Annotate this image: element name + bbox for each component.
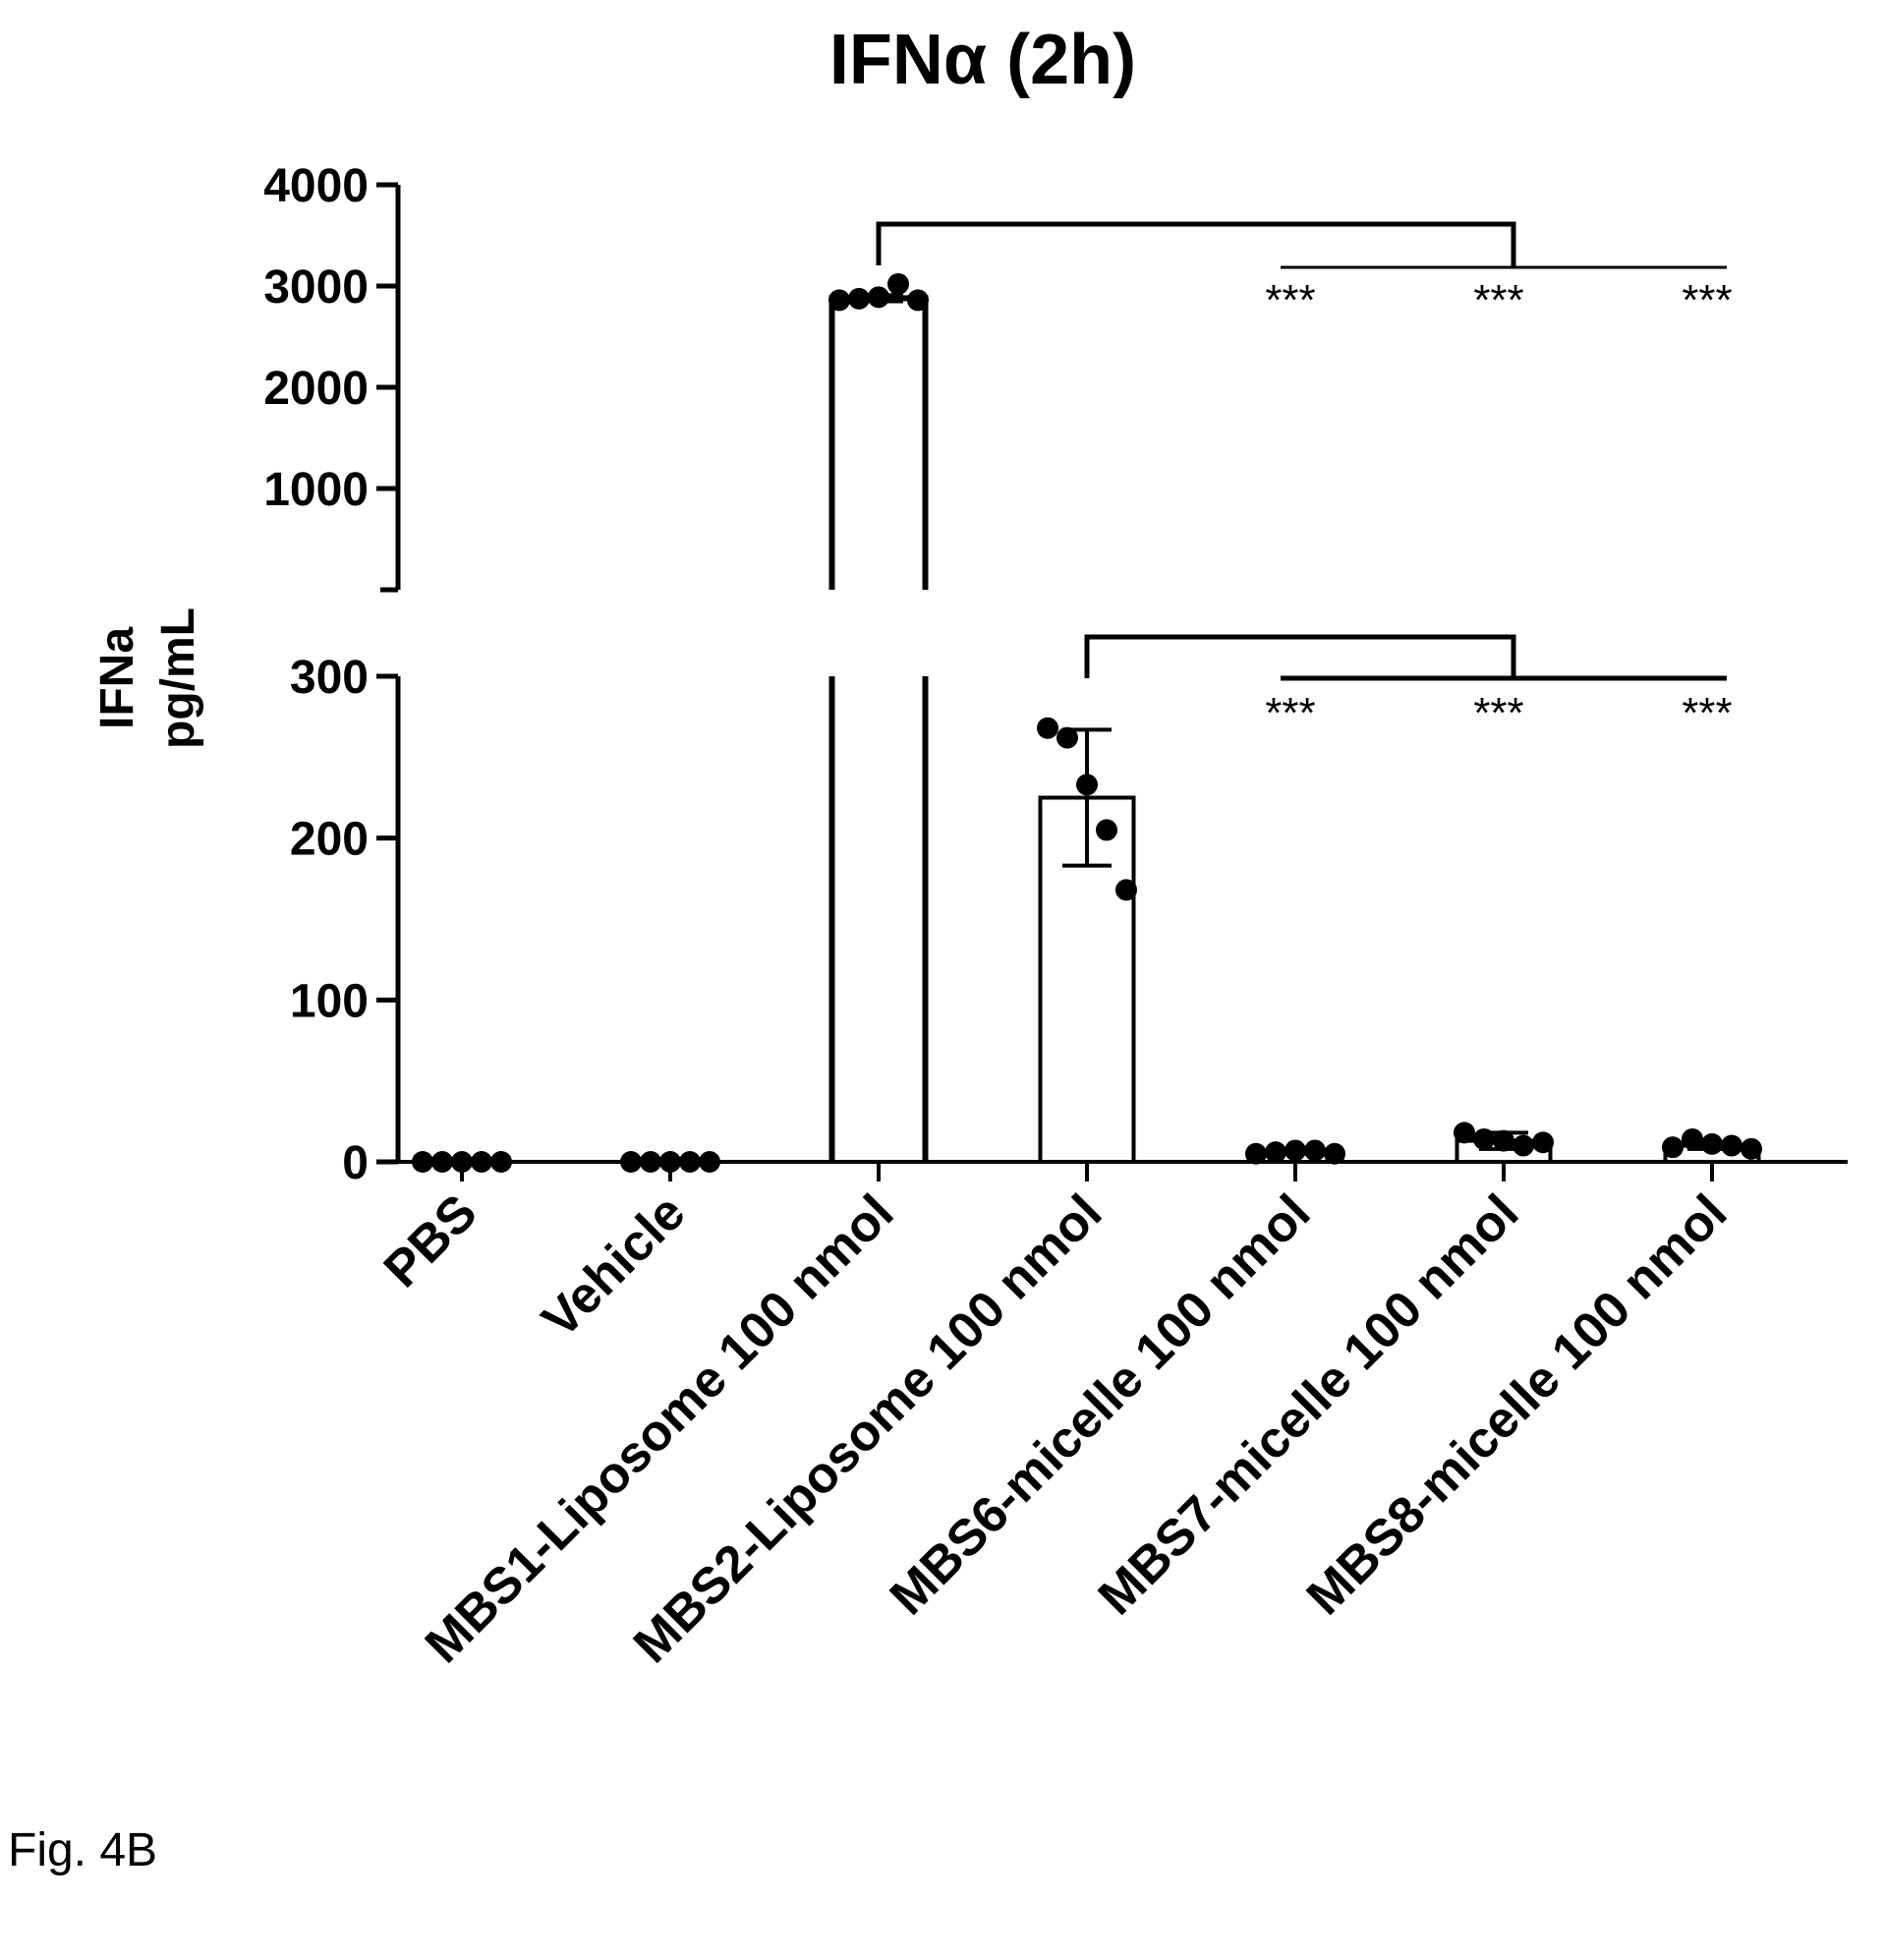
data-point [451, 1151, 473, 1173]
data-point [1662, 1136, 1684, 1159]
data-point [1682, 1127, 1703, 1150]
significance-bracket [876, 221, 1516, 267]
y-tick-label: 0 [342, 1137, 369, 1189]
significance-brackets: *** *** *** *** *** *** [876, 221, 1733, 737]
data-point [1096, 819, 1117, 841]
data-point [1493, 1129, 1514, 1152]
data-point [887, 272, 909, 295]
significance-bracket [1084, 634, 1516, 678]
data-point [1513, 1134, 1534, 1157]
data-point [868, 286, 889, 309]
y-tick-label: 200 [290, 814, 369, 866]
data-point [640, 1151, 661, 1173]
data-point [1265, 1141, 1286, 1164]
data-point [1721, 1134, 1742, 1157]
y-tick-label: 2000 [263, 363, 369, 415]
data-point [412, 1151, 433, 1173]
data-point [1454, 1122, 1475, 1144]
data-point [431, 1151, 453, 1173]
y-axis-label-line-2: pg/mL [152, 607, 204, 749]
data-point [1324, 1142, 1345, 1165]
x-tick-label: MBS8-micelle 100 nmol [1296, 1183, 1739, 1626]
data-point [1304, 1139, 1326, 1162]
data-point [1701, 1132, 1723, 1155]
data-point [699, 1151, 720, 1173]
significance-stars: *** [1682, 276, 1732, 324]
data-point [490, 1151, 512, 1173]
significance-stars: *** [1265, 689, 1315, 737]
significance-stars: *** [1473, 276, 1523, 324]
data-point [620, 1151, 642, 1173]
x-tick-label: Vehicle [532, 1183, 697, 1349]
data-point [1285, 1139, 1306, 1162]
data-point [1532, 1131, 1554, 1154]
significance-stars: *** [1265, 276, 1315, 324]
x-tick-label: PBS [373, 1183, 488, 1298]
y-tick-label: 3000 [263, 261, 369, 314]
x-tick-label: MBS7-micelle 100 nmol [1088, 1183, 1530, 1626]
y-tick-label: 1000 [263, 464, 369, 516]
data-point [848, 287, 870, 310]
data-point [471, 1151, 492, 1173]
data-points [412, 272, 1762, 1173]
data-point [828, 289, 850, 312]
y-axis-label-line-1: IFNa [91, 627, 143, 729]
data-point [1245, 1142, 1267, 1165]
data-point [659, 1151, 681, 1173]
significance-stars: *** [1682, 689, 1732, 737]
chart-title: IFNα (2h) [829, 21, 1136, 99]
y-tick-label: 100 [290, 975, 369, 1027]
y-axis-label: IFNa pg/mL [91, 607, 204, 749]
data-point [1741, 1137, 1762, 1160]
figure-label: Fig. 4B [8, 1824, 158, 1876]
bar-upper [828, 295, 929, 590]
significance-stars: *** [1473, 689, 1523, 737]
y-tick-label: 4000 [263, 160, 369, 212]
data-point [1115, 879, 1137, 901]
axes: 0 100 200 300 1000 2000 3000 4000 [263, 160, 1848, 1189]
data-point [679, 1151, 701, 1173]
data-point [1076, 774, 1098, 796]
data-point [1473, 1127, 1495, 1150]
y-tick-label: 300 [290, 652, 369, 704]
x-tick-label: MBS6-micelle 100 nmol [880, 1183, 1322, 1626]
data-point [907, 289, 929, 312]
data-point [1056, 726, 1078, 749]
data-point [1037, 717, 1058, 739]
